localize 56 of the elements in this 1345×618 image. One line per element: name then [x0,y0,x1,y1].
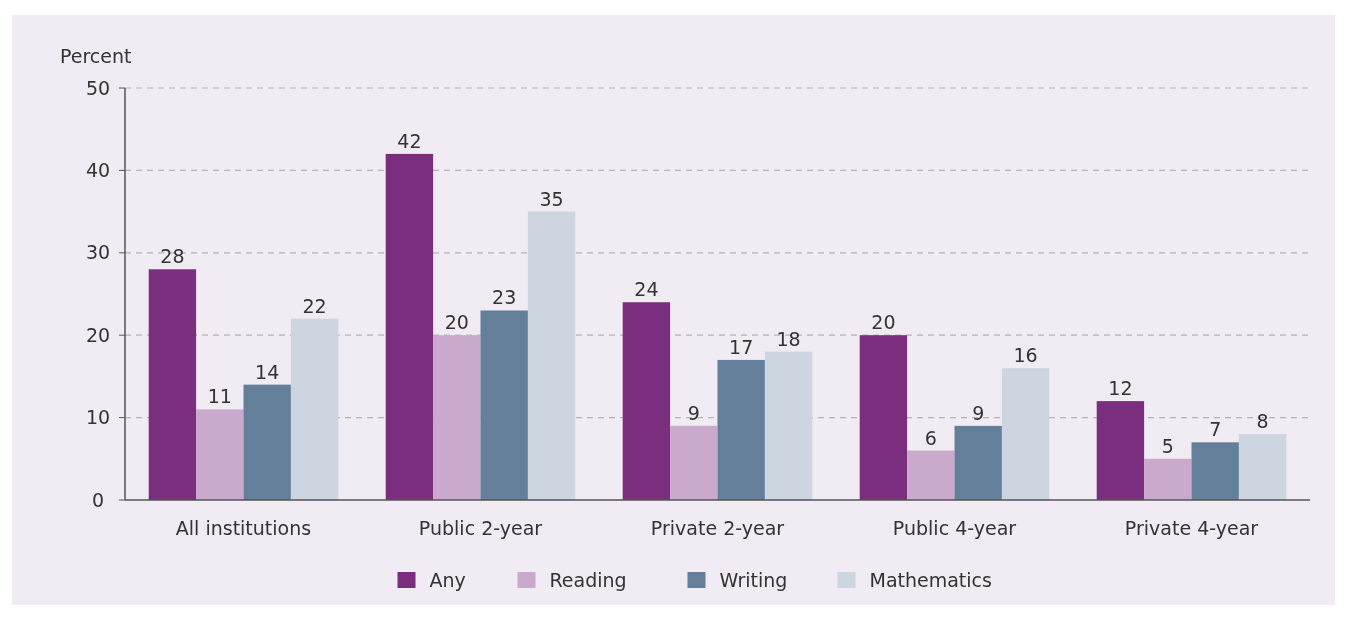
data-label: 9 [687,401,700,424]
data-label: 23 [492,286,517,309]
bar [622,302,671,500]
legend-label: Any [429,568,466,591]
bar [527,211,576,500]
bar [1238,434,1287,500]
y-axis-title: Percent [60,45,132,67]
x-tick-label: Private 4-year [1124,517,1259,539]
bar [1096,401,1145,500]
data-label: 28 [160,245,185,268]
data-label: 14 [255,360,280,383]
data-label: 8 [1256,410,1269,433]
bar [859,335,908,500]
bar [480,310,528,500]
legend-label: Writing [719,568,788,591]
bar [385,153,434,500]
bar [148,269,197,500]
legend-label: Reading [549,568,627,591]
data-label: 5 [1161,434,1174,457]
y-tick-label: 30 [85,241,111,264]
y-tick-label: 50 [85,76,111,99]
bar [1144,458,1192,500]
x-tick-label: Public 4-year [892,517,1017,539]
data-label: 35 [539,187,564,210]
bar [954,425,1002,500]
x-tick-label: Public 2-year [418,517,543,539]
data-label: 24 [634,278,659,301]
data-label: 42 [397,129,422,152]
y-tick-label: 20 [85,323,111,346]
data-label: 9 [972,401,985,424]
y-tick-label: 0 [91,488,105,511]
data-label: 20 [871,311,896,334]
data-label: 22 [302,294,327,317]
data-label: 6 [924,426,937,449]
bar [670,425,718,500]
data-label: 18 [776,327,801,350]
bar [717,359,765,500]
bar [1001,368,1050,500]
y-tick-label: 40 [85,159,111,182]
bar [290,318,339,500]
data-label: 17 [729,335,754,358]
bar [764,351,813,500]
bar [433,335,481,500]
data-label: 12 [1108,377,1133,400]
y-tick-label: 10 [85,406,111,429]
data-label: 16 [1013,344,1038,367]
data-label: 7 [1209,418,1222,441]
legend-label: Mathematics [869,568,992,591]
data-label: 20 [444,311,469,334]
x-tick-label: Private 2-year [650,517,785,539]
bar [907,450,955,500]
bar [1191,442,1239,500]
data-label: 11 [207,385,232,408]
bar [196,409,244,500]
bar [243,384,291,500]
x-tick-label: All institutions [175,517,312,539]
